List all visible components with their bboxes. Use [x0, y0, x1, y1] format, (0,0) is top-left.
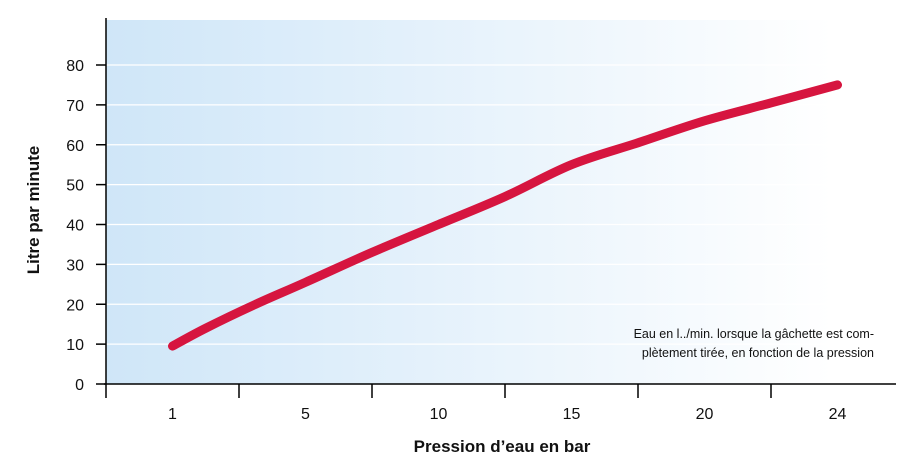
y-tick-label: 20	[66, 297, 84, 314]
y-tick-label: 30	[66, 257, 84, 274]
x-tick-label: 15	[563, 406, 581, 423]
y-tick-label: 50	[66, 178, 84, 195]
y-tick-label: 70	[66, 98, 84, 115]
x-tick-label: 20	[696, 406, 714, 423]
y-axis-ticks: 0 10 20 30 40 50 60 70 80	[66, 58, 106, 394]
x-tick-label: 24	[829, 406, 847, 423]
y-tick-label: 0	[75, 377, 84, 394]
x-axis-title: Pression d’eau en bar	[414, 437, 591, 456]
x-tick-label: 5	[301, 406, 310, 423]
y-tick-label: 10	[66, 337, 84, 354]
x-axis-ticks: 1 5 10 15 20 24	[105, 384, 847, 423]
annotation-line-2: plètement tirée, en fonction de la press…	[642, 346, 874, 360]
y-tick-label: 80	[66, 58, 84, 75]
y-tick-label: 60	[66, 138, 84, 155]
y-tick-label: 40	[66, 218, 84, 235]
series-line	[168, 80, 842, 351]
y-axis-title: Litre par minute	[24, 146, 43, 274]
x-tick-label: 10	[430, 406, 448, 423]
annotation-line-1: Eau en l../min. lorsque la gâchette est …	[634, 327, 874, 341]
x-tick-label: 1	[168, 406, 177, 423]
